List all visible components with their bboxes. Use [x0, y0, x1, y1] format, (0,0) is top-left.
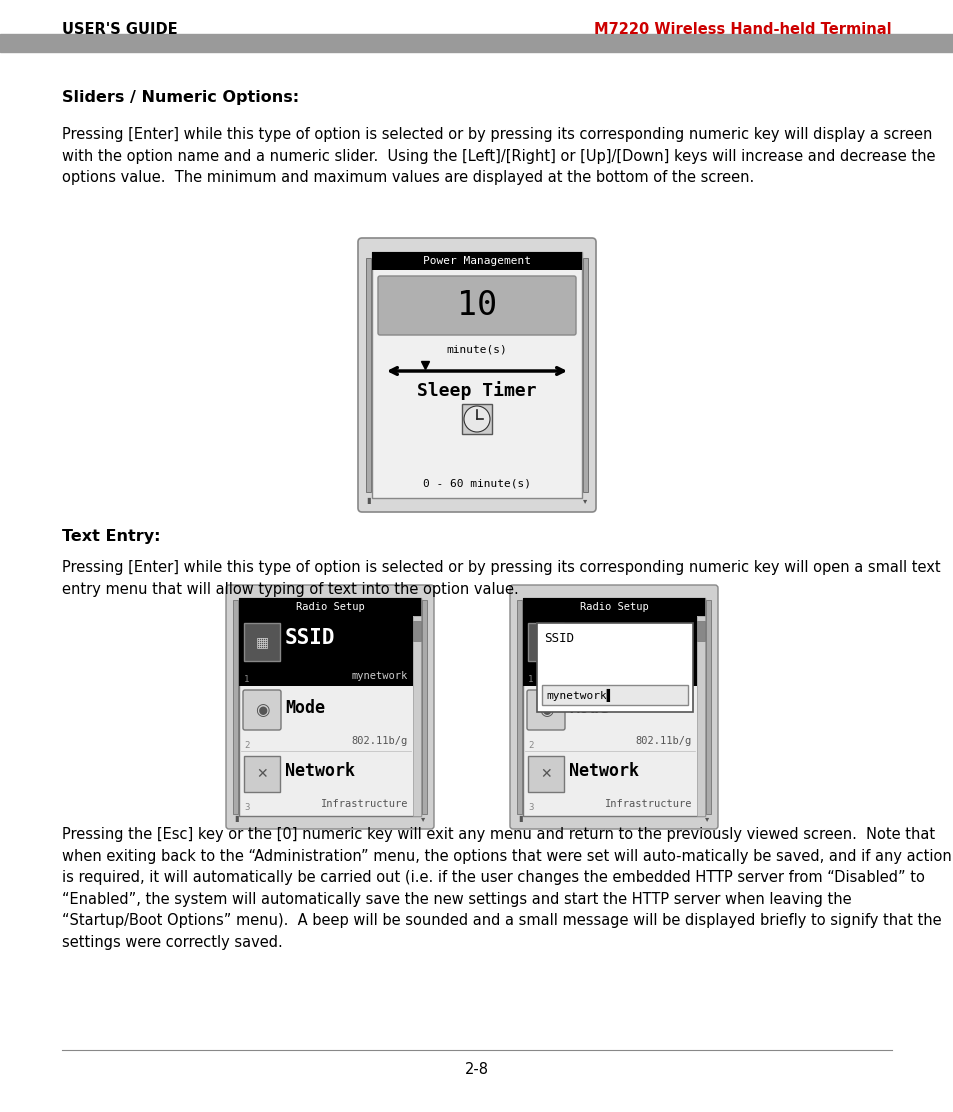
FancyBboxPatch shape	[526, 691, 564, 729]
FancyBboxPatch shape	[243, 691, 281, 729]
Text: Radio Setup: Radio Setup	[579, 602, 648, 612]
Text: Mode: Mode	[568, 699, 608, 717]
Text: ▾: ▾	[582, 496, 586, 506]
Text: ◉: ◉	[538, 701, 553, 719]
Text: Network: Network	[285, 762, 355, 780]
Text: Infrastructure: Infrastructure	[320, 800, 408, 810]
Bar	[372, 252, 581, 498]
FancyBboxPatch shape	[510, 585, 718, 830]
Bar	[233, 600, 237, 814]
Text: Radio Setup: Radio Setup	[295, 602, 364, 612]
Text: 1: 1	[527, 675, 533, 685]
Bar	[372, 252, 581, 270]
Bar	[239, 616, 413, 686]
FancyBboxPatch shape	[537, 623, 692, 712]
Text: 2-8: 2-8	[464, 1062, 489, 1078]
Bar	[239, 598, 420, 616]
Bar	[697, 620, 704, 641]
Text: 3: 3	[527, 804, 533, 813]
Bar	[522, 598, 704, 816]
Text: 802.11b/g: 802.11b/g	[352, 736, 408, 746]
Text: ▮: ▮	[366, 496, 371, 506]
Text: SSID: SSID	[543, 632, 574, 645]
Bar	[366, 258, 371, 492]
Text: Infrastructure: Infrastructure	[604, 800, 691, 810]
Bar	[421, 600, 427, 814]
Text: 3: 3	[244, 804, 249, 813]
Text: ▦: ▦	[538, 635, 552, 649]
Bar	[522, 598, 704, 616]
FancyBboxPatch shape	[357, 238, 596, 512]
Text: mynetwork▌: mynetwork▌	[545, 688, 613, 702]
Text: mynetwork: mynetwork	[635, 671, 691, 681]
Text: Pressing the [Esc] key or the [0] numeric key will exit any menu and return to t: Pressing the [Esc] key or the [0] numeri…	[62, 827, 951, 950]
Bar	[705, 600, 710, 814]
Text: M7220 Wireless Hand-held Terminal: M7220 Wireless Hand-held Terminal	[594, 22, 891, 38]
FancyBboxPatch shape	[527, 756, 563, 792]
FancyBboxPatch shape	[377, 276, 576, 335]
Text: ▮: ▮	[518, 814, 523, 824]
Text: ▾: ▾	[704, 814, 708, 824]
Text: ✕: ✕	[256, 767, 268, 781]
Bar	[0, 34, 953, 52]
Text: Sleep Timer: Sleep Timer	[416, 381, 537, 400]
Text: ▾: ▾	[420, 814, 425, 824]
Text: 1: 1	[244, 675, 249, 685]
Text: ◉: ◉	[254, 701, 269, 719]
Text: Power Management: Power Management	[422, 256, 531, 266]
Bar	[582, 258, 587, 492]
FancyBboxPatch shape	[244, 756, 280, 792]
Bar	[517, 600, 521, 814]
Bar	[239, 598, 420, 816]
Bar	[413, 620, 420, 641]
Text: minute(s): minute(s)	[446, 344, 507, 354]
Text: SSID: SSID	[285, 628, 335, 648]
FancyBboxPatch shape	[527, 623, 563, 661]
Text: SSID: SSID	[568, 628, 618, 648]
Bar	[541, 685, 687, 705]
FancyBboxPatch shape	[244, 623, 280, 661]
Text: 802.11b/g: 802.11b/g	[635, 736, 691, 746]
Text: 10: 10	[456, 289, 497, 322]
Text: ▮: ▮	[234, 814, 239, 824]
Text: 0 - 60 minute(s): 0 - 60 minute(s)	[422, 479, 531, 489]
Text: USER'S GUIDE: USER'S GUIDE	[62, 22, 177, 38]
Bar	[522, 616, 697, 686]
Text: Pressing [Enter] while this type of option is selected or by pressing its corres: Pressing [Enter] while this type of opti…	[62, 560, 940, 597]
Bar	[461, 404, 492, 434]
Text: Network: Network	[568, 762, 639, 780]
Text: ✕: ✕	[539, 767, 551, 781]
Text: 2: 2	[244, 741, 249, 749]
Text: Sliders / Numeric Options:: Sliders / Numeric Options:	[62, 90, 299, 105]
Text: ▦: ▦	[255, 635, 269, 649]
Text: Pressing [Enter] while this type of option is selected or by pressing its corres: Pressing [Enter] while this type of opti…	[62, 127, 935, 186]
Text: mynetwork: mynetwork	[352, 671, 408, 681]
FancyBboxPatch shape	[226, 585, 434, 830]
Text: Mode: Mode	[285, 699, 325, 717]
Circle shape	[463, 406, 490, 431]
Text: 2: 2	[527, 741, 533, 749]
Text: Text Entry:: Text Entry:	[62, 529, 160, 544]
Bar	[413, 616, 420, 816]
Bar	[697, 616, 704, 816]
